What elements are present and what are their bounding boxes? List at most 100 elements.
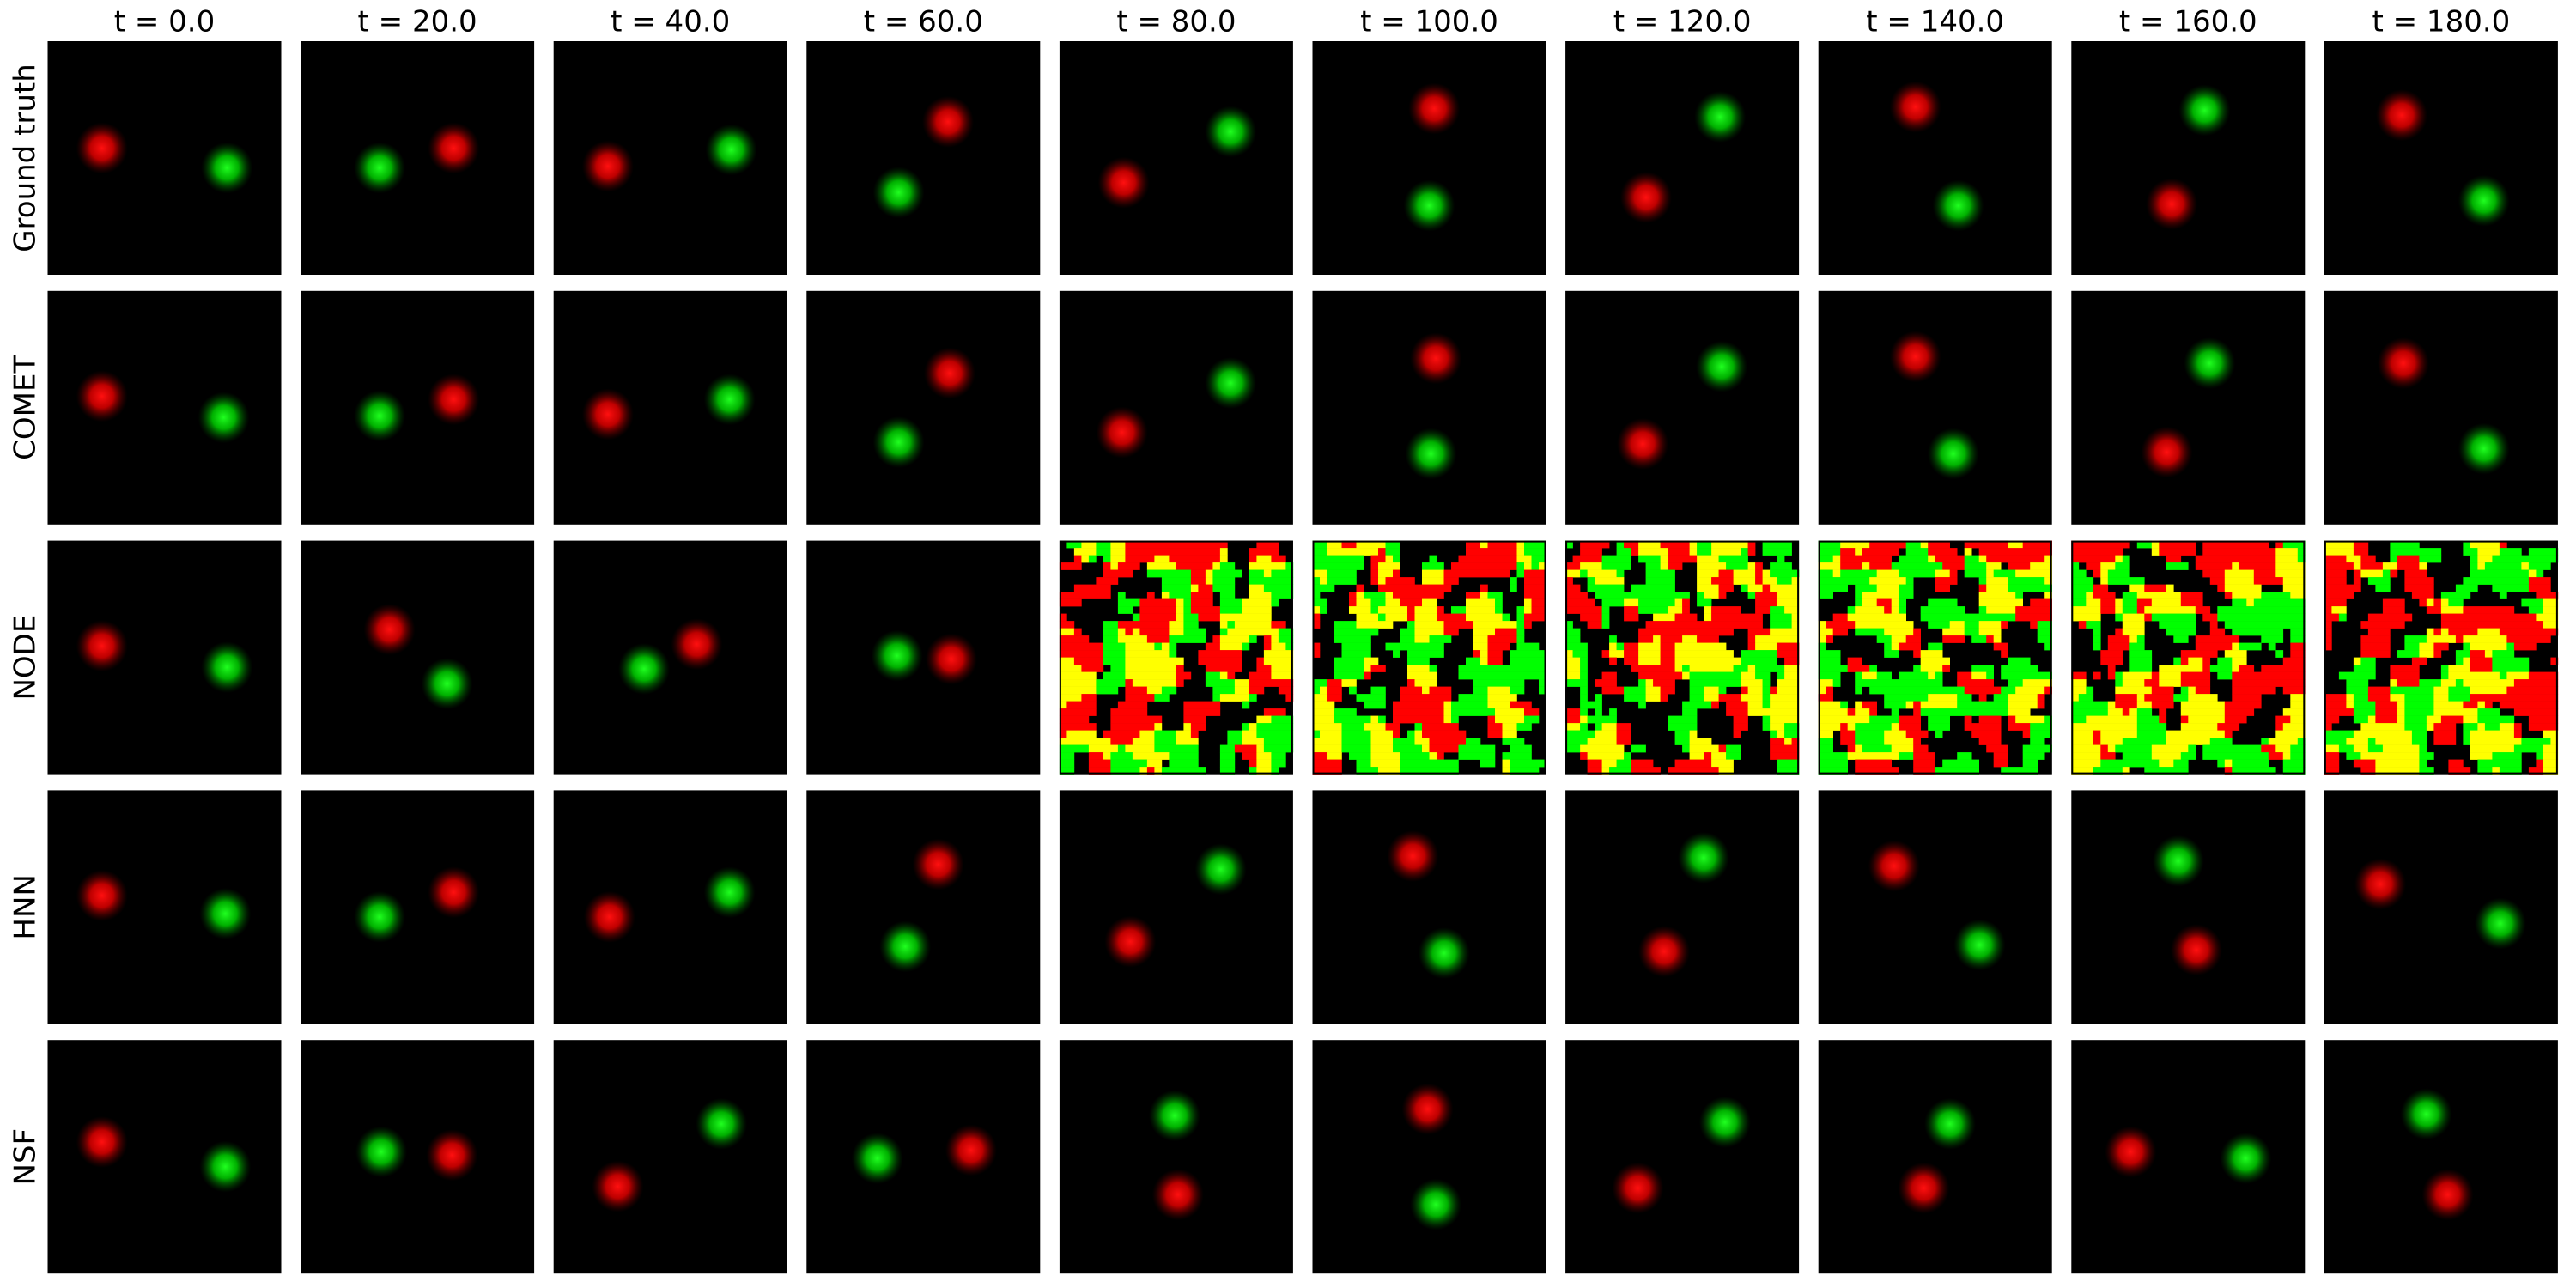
noise-pixel — [1190, 723, 1206, 731]
noise-pixel — [1117, 592, 1126, 599]
noise-pixel — [1818, 657, 1841, 665]
noise-pixel — [1422, 730, 1467, 738]
noise-pixel — [1341, 679, 1357, 687]
noise-pixel — [1487, 650, 1503, 658]
noise-pixel — [1587, 752, 1625, 760]
noise-pixel — [1770, 752, 1800, 760]
noise-pixel — [1414, 730, 1423, 738]
noise-pixel — [1400, 759, 1459, 768]
noise-pixel — [2290, 650, 2306, 658]
noise-pixel — [1190, 569, 1206, 578]
noise-pixel — [2375, 708, 2398, 716]
noise-pixel — [1928, 715, 1950, 724]
noise-pixel — [1847, 613, 1906, 622]
panel-background — [2071, 790, 2306, 1024]
noise-pixel — [2122, 671, 2153, 680]
noise-pixel — [2224, 708, 2255, 716]
noise-pixel — [1580, 701, 1602, 709]
noise-pixel — [1668, 562, 1683, 570]
noise-pixel — [2492, 650, 2515, 658]
noise-pixel — [1451, 715, 1459, 724]
noise-pixel — [2375, 584, 2391, 592]
panel-background — [301, 790, 535, 1024]
noise-pixel — [1066, 540, 1082, 549]
panel-background — [806, 290, 1041, 525]
noise-pixel — [1249, 759, 1257, 768]
noise-pixel — [2086, 592, 2094, 599]
noise-pixel — [1242, 752, 1257, 760]
noise-pixel — [1777, 598, 1800, 607]
noise-pixel — [1110, 723, 1155, 731]
noise-pixel — [1539, 679, 1546, 687]
noise-pixel — [1697, 577, 1712, 585]
noise-pixel — [2180, 708, 2226, 716]
noise-pixel — [1580, 657, 1588, 665]
noise-pixel — [1096, 679, 1126, 687]
noise-pixel — [1697, 569, 1719, 578]
noise-pixel — [1466, 606, 1496, 614]
noise-pixel — [2008, 723, 2031, 731]
green-ball — [879, 920, 932, 973]
noise-pixel — [1668, 555, 1698, 563]
noise-pixel — [1110, 562, 1119, 570]
noise-pixel — [1480, 650, 1488, 658]
noise-pixel — [2001, 650, 2008, 658]
panel-background — [1312, 1040, 1546, 1274]
noise-pixel — [1516, 548, 1525, 556]
noise-pixel — [2115, 694, 2138, 702]
noise-pixel — [1103, 628, 1119, 636]
noise-pixel — [2115, 744, 2153, 753]
noise-pixel — [2232, 592, 2262, 599]
noise-pixel — [2275, 723, 2284, 731]
green-ball — [1194, 843, 1247, 896]
noise-pixel — [1855, 701, 1862, 709]
noise-pixel — [1770, 723, 1785, 731]
noise-pixel — [1407, 671, 1437, 680]
noise-pixel — [1249, 723, 1257, 731]
noise-pixel — [1198, 657, 1242, 665]
noise-pixel — [1263, 642, 1272, 651]
noise-pixel — [1256, 752, 1272, 760]
image-panel — [1565, 41, 1800, 275]
noise-pixel — [1320, 686, 1327, 695]
noise-pixel — [2290, 715, 2306, 724]
noise-pixel — [1978, 694, 1987, 702]
noise-pixel — [1770, 701, 1800, 709]
green-ball — [1923, 1097, 1976, 1150]
noise-pixel — [1580, 686, 1588, 695]
panel-background — [806, 1040, 1041, 1274]
noise-pixel — [1059, 628, 1075, 636]
noise-pixel — [1510, 686, 1525, 695]
noise-pixel — [1219, 621, 1228, 629]
noise-pixel — [2463, 635, 2507, 643]
noise-pixel — [2448, 759, 2464, 768]
image-panel — [2071, 290, 2306, 525]
noise-pixel — [2390, 679, 2398, 687]
noise-pixel — [1913, 759, 1935, 768]
noise-pixel — [1689, 665, 1734, 672]
noise-pixel — [1242, 730, 1257, 738]
noise-pixel — [1219, 606, 1242, 614]
noise-pixel — [1869, 665, 1877, 672]
noise-pixel — [1400, 767, 1459, 775]
noise-pixel — [1697, 548, 1712, 556]
noise-pixel — [1689, 752, 1704, 760]
noise-pixel — [2543, 744, 2559, 753]
noise-pixel — [1638, 701, 1646, 709]
noise-pixel — [2022, 752, 2045, 760]
red-ball — [428, 866, 480, 919]
noise-pixel — [1516, 613, 1525, 622]
noise-pixel — [1928, 555, 1935, 563]
noise-pixel — [2173, 657, 2182, 665]
noise-pixel — [1840, 555, 1892, 563]
noise-pixel — [1510, 767, 1540, 775]
noise-pixel — [1964, 621, 1979, 629]
noise-pixel — [2071, 548, 2123, 556]
noise-pixel — [2239, 562, 2276, 570]
noise-pixel — [2297, 555, 2306, 563]
noise-pixel — [1139, 767, 1148, 775]
noise-pixel — [2275, 650, 2284, 658]
noise-pixel — [1487, 730, 1503, 738]
noise-pixel — [2506, 642, 2515, 651]
noise-pixel — [1393, 744, 1423, 753]
